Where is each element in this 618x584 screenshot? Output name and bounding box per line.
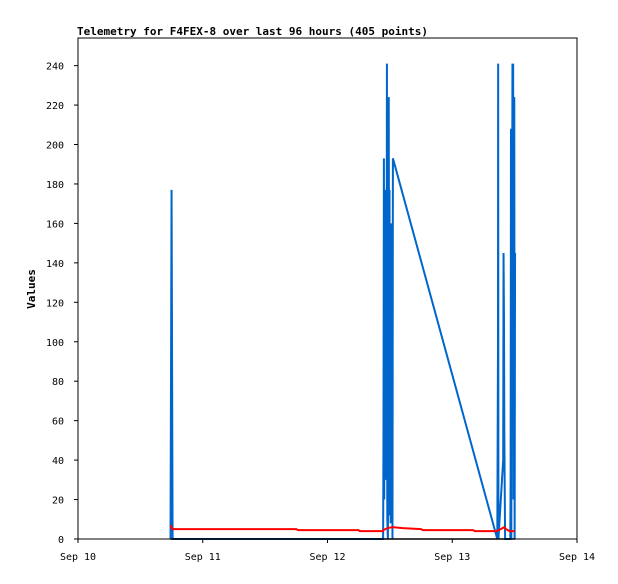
chart-title: Telemetry for F4FEX-8 over last 96 hours… <box>77 25 428 38</box>
y-tick-label: 40 <box>52 456 64 467</box>
plot-frame <box>77 37 578 540</box>
x-axis-ticks: Sep 10 Sep 11 Sep 12 Sep 13 Sep 14 <box>60 539 595 563</box>
y-tick-label: 120 <box>46 298 64 309</box>
x-tick-label: Sep 12 <box>309 552 345 563</box>
y-axis-label: Values <box>25 269 38 309</box>
y-tick-label: 0 <box>58 535 64 546</box>
series-line-1 <box>169 63 517 540</box>
y-tick-label: 80 <box>52 377 64 388</box>
y-tick-label: 200 <box>46 141 64 152</box>
x-tick-label: Sep 11 <box>185 552 221 563</box>
x-tick-label: Sep 13 <box>434 552 470 563</box>
series-line-2 <box>169 524 516 533</box>
y-tick-label: 60 <box>52 417 64 428</box>
data-series-layer <box>169 63 517 540</box>
y-axis-ticks: 0 20 40 60 80 100 120 140 160 180 200 220 240 <box>46 62 78 546</box>
y-tick-label: 160 <box>46 219 64 230</box>
y-tick-label: 140 <box>46 259 64 270</box>
y-tick-label: 180 <box>46 180 64 191</box>
x-tick-label: Sep 14 <box>559 552 595 563</box>
y-tick-label: 240 <box>46 62 64 73</box>
x-tick-label: Sep 10 <box>60 552 96 563</box>
y-tick-label: 100 <box>46 338 64 349</box>
y-tick-label: 220 <box>46 101 64 112</box>
y-tick-label: 20 <box>52 496 64 507</box>
